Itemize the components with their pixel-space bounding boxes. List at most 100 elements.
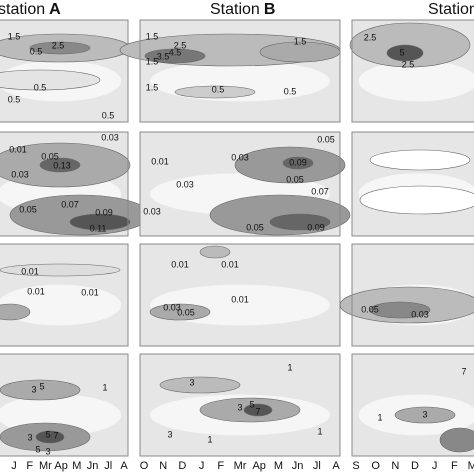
x-tick-label: J	[199, 460, 205, 472]
panel-frame	[0, 131, 129, 237]
contour-label: 0.03	[101, 132, 119, 142]
x-tick-label: Mr	[234, 460, 247, 472]
contour-label: 7	[255, 406, 260, 416]
x-tick-label: M	[274, 460, 283, 472]
contour-region	[29, 41, 91, 55]
contour-label: 0.5	[212, 84, 225, 94]
x-tick-label: J	[432, 460, 438, 472]
contour-label: 2.5	[52, 40, 65, 50]
contour-label: 0.01	[81, 287, 99, 297]
contour-label: 3	[167, 429, 172, 439]
contour-label: 0.09	[289, 157, 307, 167]
contour-label: 1.5	[294, 36, 307, 46]
contour-label: 5	[249, 399, 254, 409]
x-tick-label: N	[391, 460, 399, 472]
contour-label: 0.07	[311, 186, 329, 196]
station-letter: A	[49, 1, 61, 18]
contour-label: 1.5	[146, 82, 159, 92]
panel-frame	[351, 353, 474, 457]
contour-label: 0.05	[19, 204, 37, 214]
x-tick-label: Mr	[39, 460, 52, 472]
station-title: station A	[0, 1, 61, 18]
contour-region	[0, 263, 121, 277]
contour-label: 0.01	[221, 259, 239, 269]
contour-label: 3.5	[157, 51, 170, 61]
station-title: Station B	[210, 1, 275, 18]
contour-region	[174, 85, 256, 99]
contour-label: 1	[207, 434, 212, 444]
x-tick-label: F	[26, 460, 33, 472]
contour-label: 1	[317, 426, 322, 436]
contour-label: 0.01	[171, 259, 189, 269]
station-title: Station	[428, 1, 474, 18]
x-tick-label: A	[120, 460, 128, 472]
x-tick-label: Mr	[468, 460, 474, 472]
contour-label: 3	[237, 402, 242, 412]
contour-label: 5	[39, 381, 44, 391]
x-tick-label: D	[411, 460, 419, 472]
station-letter: B	[264, 1, 276, 18]
contour-region	[369, 149, 471, 171]
contour-region	[269, 213, 331, 231]
contour-region	[39, 157, 81, 173]
panel-frame	[351, 19, 474, 123]
contour-label: 0.01	[9, 144, 27, 154]
contour-label: 7	[53, 430, 58, 440]
panel-frame	[139, 131, 341, 237]
contour-label: 3	[45, 446, 50, 456]
station-name: Station	[428, 1, 474, 18]
x-tick-label: J	[11, 460, 17, 472]
contour-region	[35, 430, 65, 444]
contour-label: 0.01	[151, 156, 169, 166]
contour-region	[69, 213, 131, 231]
contour-label: 0.03	[143, 206, 161, 216]
contour-label: 3	[422, 409, 427, 419]
x-tick-label: N	[159, 460, 167, 472]
station-name: Station	[210, 1, 260, 18]
x-tick-label: A	[332, 460, 340, 472]
x-tick-label: Jn	[292, 460, 304, 472]
contour-region	[386, 44, 424, 62]
contour-label: 0.03	[11, 169, 29, 179]
x-tick-label: Ap	[54, 460, 67, 472]
x-tick-label: Jl	[104, 460, 112, 472]
contour-label: 0.05	[177, 307, 195, 317]
contour-region	[282, 156, 314, 170]
station-name: station	[0, 1, 45, 18]
x-tick-label: F	[451, 460, 458, 472]
contour-label: 0.01	[231, 294, 249, 304]
contour-label: 0.03	[176, 179, 194, 189]
x-tick-label: F	[217, 460, 224, 472]
x-tick-label: D	[178, 460, 186, 472]
contour-label: 0.03	[411, 309, 429, 319]
panel-frame	[351, 243, 474, 347]
contour-label: 5	[399, 47, 404, 57]
contour-label: 2.5	[364, 32, 377, 42]
contour-label: 5	[45, 429, 50, 439]
contour-label: 0.5	[284, 86, 297, 96]
contour-region	[394, 406, 456, 424]
contour-label: 3	[189, 377, 194, 387]
x-tick-label: S	[352, 460, 359, 472]
contour-region	[0, 69, 101, 91]
contour-region	[369, 301, 431, 319]
contour-label: 1.5	[146, 31, 159, 41]
x-tick-label: Jn	[87, 460, 99, 472]
contour-label: 0.05	[317, 134, 335, 144]
contour-region	[159, 376, 241, 394]
contour-label: 1.5	[146, 56, 159, 66]
panel-frame	[351, 131, 474, 237]
panel-frame	[0, 19, 129, 123]
contour-label: 0.05	[286, 174, 304, 184]
contour-label: 1.5	[8, 31, 21, 41]
contour-region	[358, 60, 474, 102]
contour-label: 0.05	[41, 151, 59, 161]
panel-frame	[139, 19, 341, 123]
contour-region	[359, 185, 474, 215]
contour-label: 0.5	[34, 82, 47, 92]
contour-region	[149, 303, 211, 321]
contour-region	[199, 245, 231, 259]
contour-label: 0.01	[21, 266, 39, 276]
